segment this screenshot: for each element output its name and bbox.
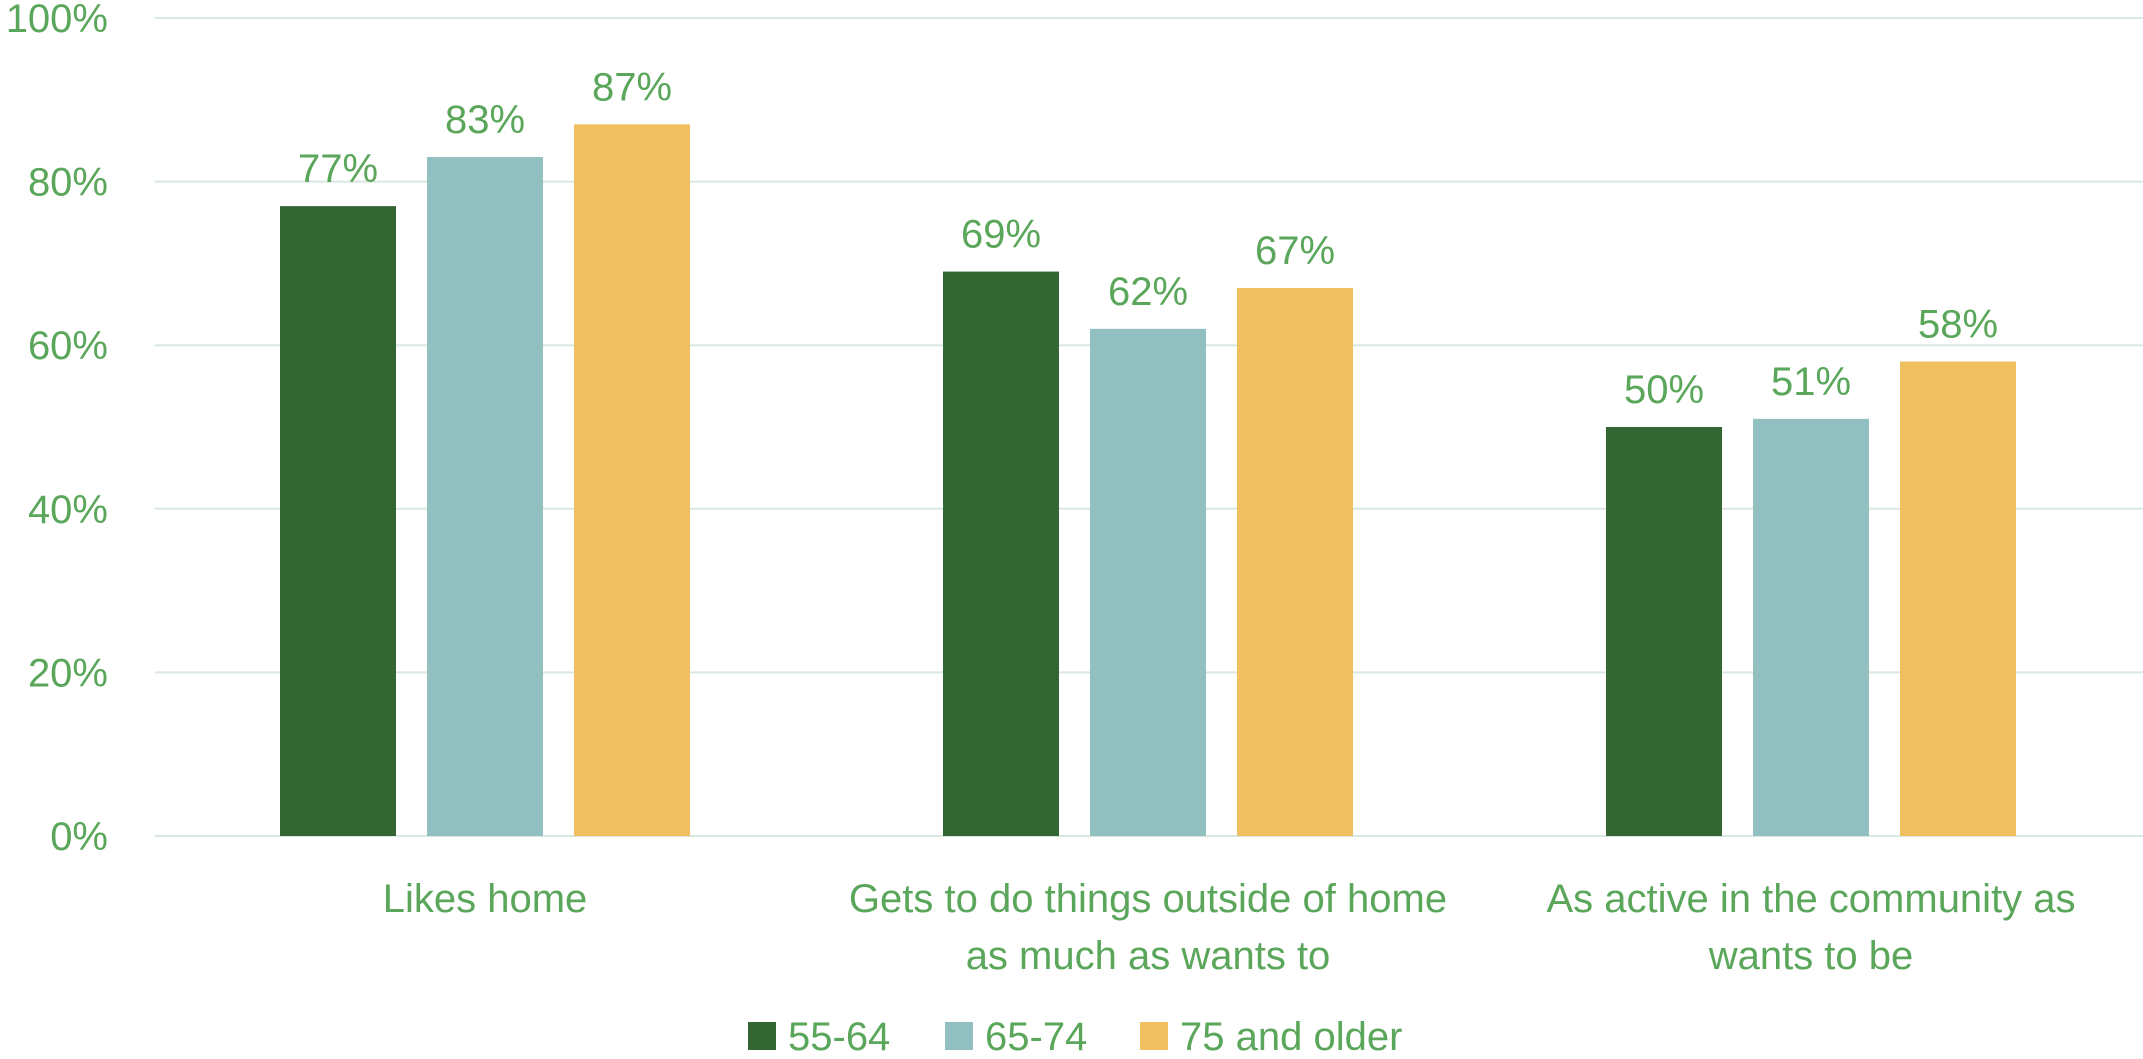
data-label: 50% (1624, 368, 1704, 412)
legend-label: 55-64 (788, 1015, 890, 1059)
legend-swatch-55-64 (748, 1022, 776, 1050)
legend-label: 65-74 (985, 1015, 1087, 1059)
legend-label: 75 and older (1180, 1015, 1402, 1059)
bar-55-64-2 (1606, 427, 1722, 836)
data-label: 62% (1108, 270, 1188, 314)
y-tick-label: 40% (28, 488, 108, 532)
y-tick-label: 20% (28, 651, 108, 695)
y-tick-label: 80% (28, 161, 108, 205)
data-labels: 77% 83% 87% 69% 62% 67% 50% 51% 58% (298, 65, 1998, 412)
bar-55-64-1 (943, 271, 1059, 837)
bar-75-and-older-0 (574, 124, 690, 837)
category-label: Gets to do things outside of home (849, 877, 1447, 921)
data-label: 69% (961, 213, 1041, 257)
data-label: 87% (592, 65, 672, 109)
category-label: as much as wants to (966, 934, 1331, 978)
y-tick-label: 0% (50, 815, 108, 859)
bar-65-74-2 (1753, 418, 1869, 836)
data-label: 83% (445, 98, 525, 142)
category-label: As active in the community as (1546, 877, 2075, 921)
y-tick-label: 60% (28, 324, 108, 368)
category-label: wants to be (1708, 934, 1914, 978)
legend-swatch-75-and-older (1140, 1022, 1168, 1050)
data-label: 51% (1771, 360, 1851, 404)
y-tick-label: 100% (6, 0, 108, 41)
data-label: 67% (1255, 229, 1335, 273)
bar-55-64-0 (280, 206, 396, 836)
bars (280, 124, 2016, 837)
legend-swatch-65-74 (945, 1022, 973, 1050)
legend: 55-64 65-74 75 and older (748, 1015, 1402, 1059)
category-label: Likes home (383, 877, 588, 921)
bar-65-74-1 (1090, 328, 1206, 836)
bar-75-and-older-2 (1900, 361, 2016, 836)
category-labels: Likes home Gets to do things outside of h… (383, 877, 2076, 978)
data-label: 77% (298, 147, 378, 191)
bar-65-74-0 (427, 157, 543, 836)
y-axis-ticks: 0% 20% 40% 60% 80% 100% (6, 0, 108, 859)
bar-75-and-older-1 (1237, 287, 1353, 836)
data-label: 58% (1918, 303, 1998, 347)
